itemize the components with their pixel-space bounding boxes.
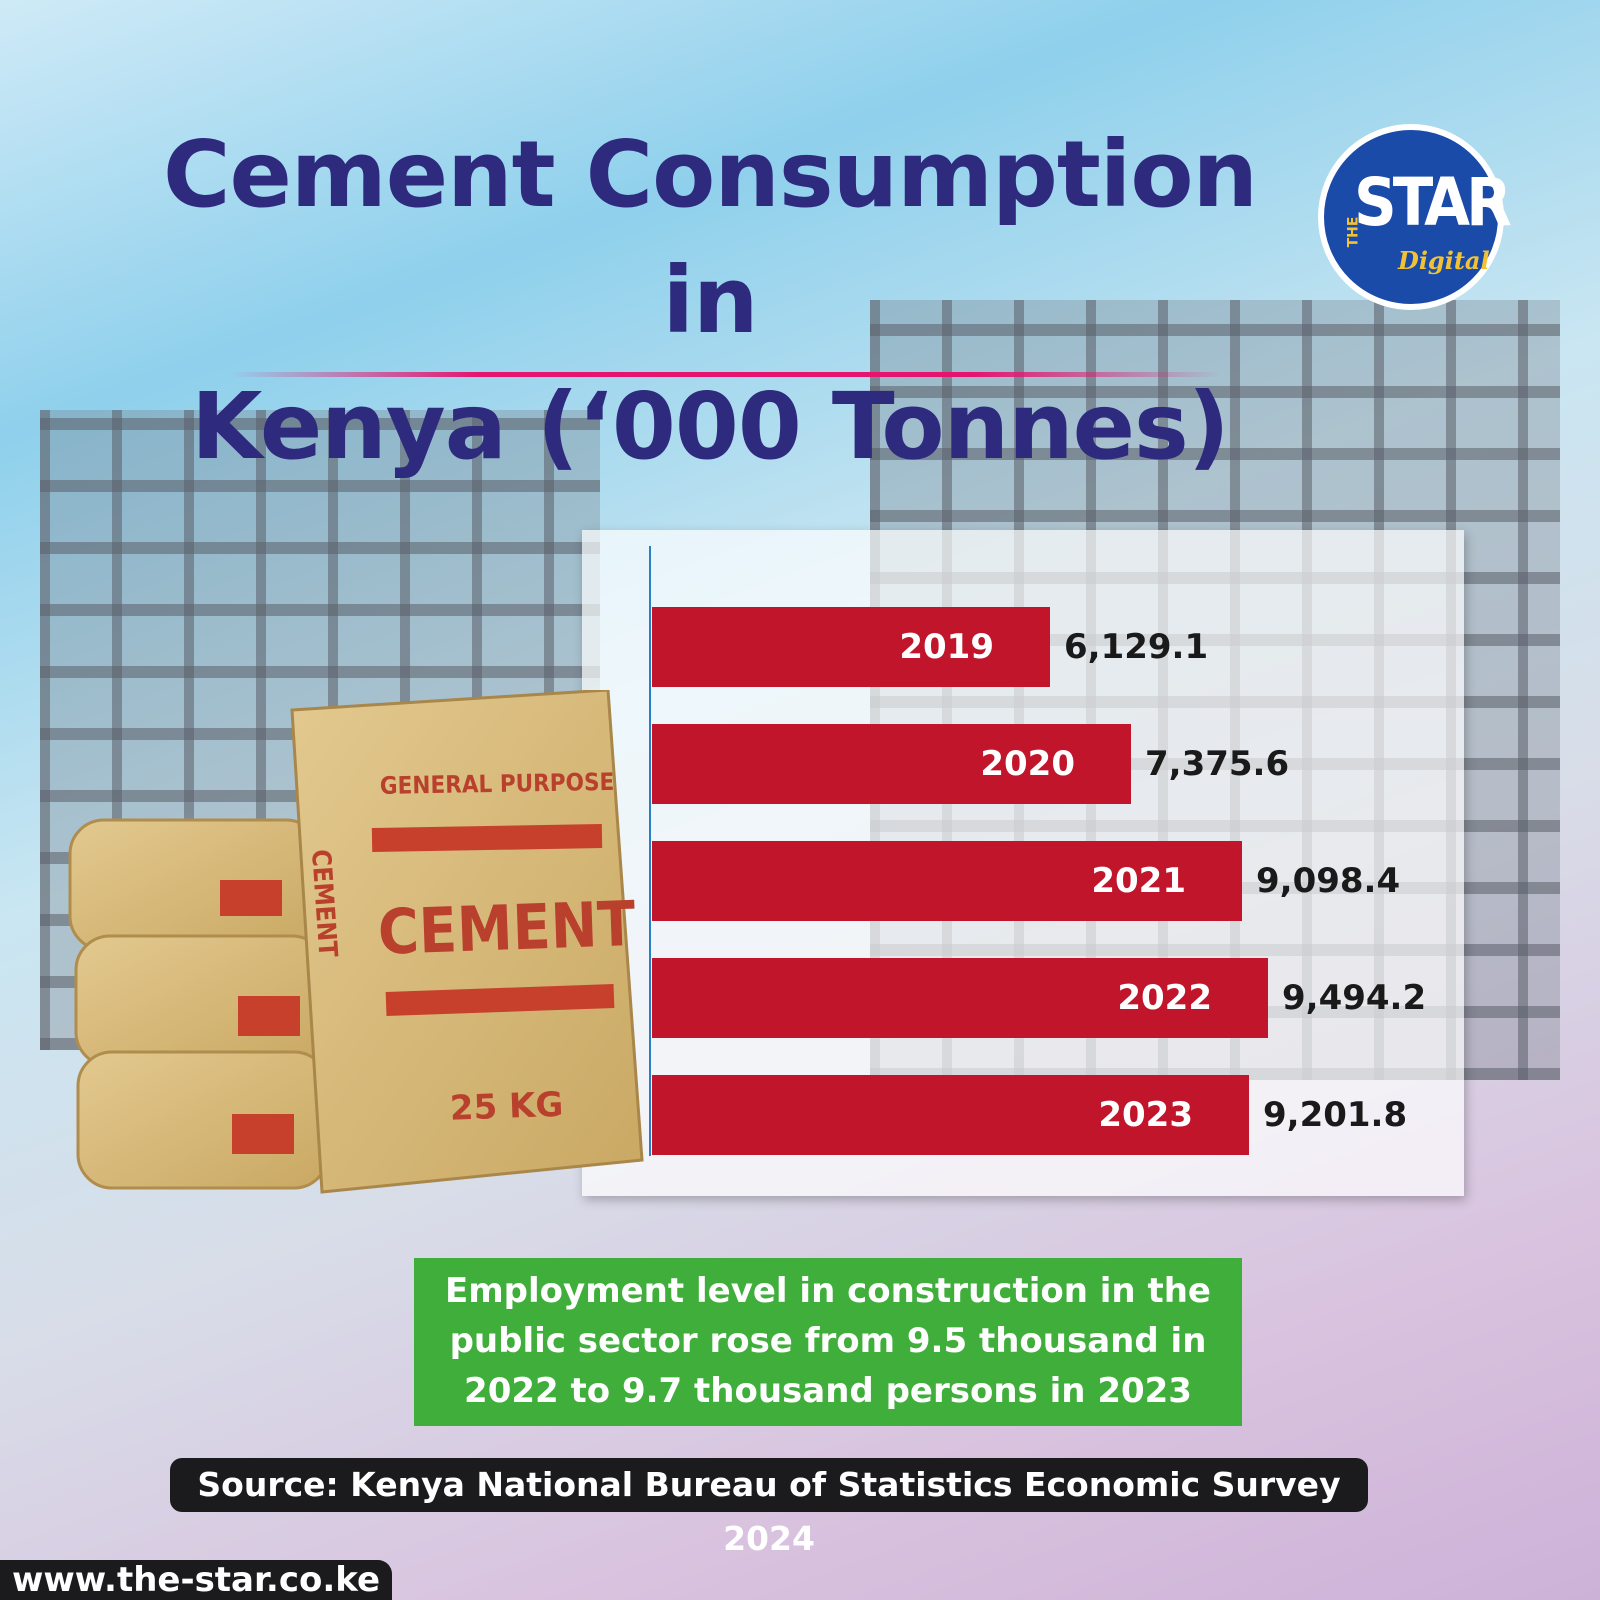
bar-2021	[652, 841, 1242, 921]
bar-category-label-2021: 2021	[1091, 861, 1186, 901]
title-line-2: Kenya (‘000 Tonnes)	[191, 373, 1230, 480]
source-label: Source: Kenya National Bureau of Statist…	[170, 1458, 1368, 1558]
website-url: www.the-star.co.ke	[0, 1560, 392, 1600]
bar-value-label-2019: 6,129.1	[1064, 627, 1209, 667]
cement-bags-illustration: GENERAL PURPOSE CEMENT 25 KG CEMENT	[68, 690, 644, 1194]
bar-2019	[652, 607, 1050, 687]
title-line-1: Cement Consumption in	[162, 121, 1258, 354]
bar-value-label-2021: 9,098.4	[1256, 861, 1401, 901]
bag-front: GENERAL PURPOSE CEMENT 25 KG CEMENT	[290, 690, 644, 1194]
the-star-logo: THE STAR Digital	[1318, 124, 1512, 310]
bar-value-label-2022: 9,494.2	[1282, 978, 1427, 1018]
bar-category-label-2023: 2023	[1098, 1095, 1193, 1135]
bag-stack-left	[68, 818, 330, 1190]
bar-2020	[652, 724, 1131, 804]
bar-category-label-2022: 2022	[1117, 978, 1212, 1018]
bar-2023	[652, 1075, 1249, 1155]
logo-digital-text: Digital	[1398, 246, 1490, 275]
employment-note: Employment level in construction in the …	[414, 1258, 1242, 1426]
logo-star-text: STAR	[1354, 164, 1512, 241]
chart-axis-line	[649, 546, 651, 1156]
bar-category-label-2020: 2020	[980, 744, 1075, 784]
bag-general-purpose-label: GENERAL PURPOSE	[380, 768, 615, 800]
bag-weight-label: 25 KG	[449, 1085, 564, 1129]
bar-value-label-2020: 7,375.6	[1145, 744, 1290, 784]
bag-cement-label: CEMENT	[377, 887, 637, 969]
page-title: Cement Consumption in Kenya (‘000 Tonnes…	[110, 112, 1310, 490]
bar-category-label-2019: 2019	[899, 627, 994, 667]
title-underline	[230, 372, 1220, 377]
bar-value-label-2023: 9,201.8	[1263, 1095, 1408, 1135]
bar-2022	[652, 958, 1268, 1038]
